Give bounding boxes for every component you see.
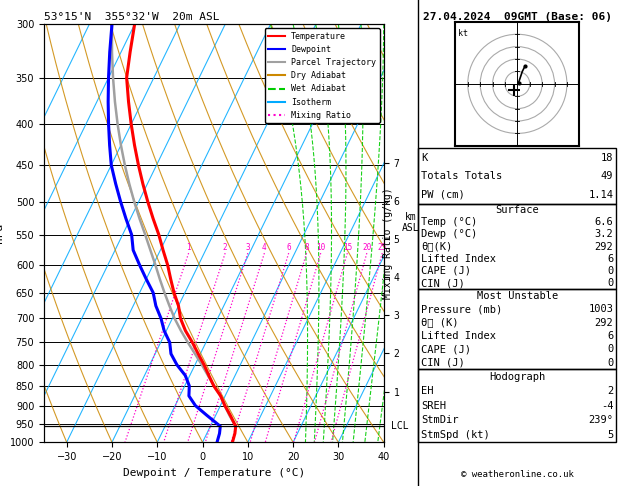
Text: 6.6: 6.6 bbox=[594, 217, 613, 227]
Text: Mixing Ratio (g/kg): Mixing Ratio (g/kg) bbox=[383, 187, 393, 299]
Text: Dewp (°C): Dewp (°C) bbox=[421, 229, 477, 240]
Text: 0: 0 bbox=[607, 358, 613, 368]
Text: SREH: SREH bbox=[421, 401, 447, 411]
Text: 1003: 1003 bbox=[588, 304, 613, 314]
Text: Lifted Index: Lifted Index bbox=[421, 331, 496, 341]
Y-axis label: hPa: hPa bbox=[0, 223, 4, 243]
Text: StmDir: StmDir bbox=[421, 416, 459, 425]
Text: 1.14: 1.14 bbox=[588, 190, 613, 200]
Text: 49: 49 bbox=[601, 171, 613, 181]
Text: kt: kt bbox=[458, 29, 468, 38]
Text: PW (cm): PW (cm) bbox=[421, 190, 465, 200]
Text: Totals Totals: Totals Totals bbox=[421, 171, 503, 181]
Text: 20: 20 bbox=[362, 243, 372, 252]
Text: 292: 292 bbox=[594, 317, 613, 328]
Text: -4: -4 bbox=[601, 401, 613, 411]
Y-axis label: km
ASL: km ASL bbox=[401, 212, 419, 233]
Text: CIN (J): CIN (J) bbox=[421, 358, 465, 368]
Legend: Temperature, Dewpoint, Parcel Trajectory, Dry Adiabat, Wet Adiabat, Isotherm, Mi: Temperature, Dewpoint, Parcel Trajectory… bbox=[265, 29, 379, 123]
Text: 0: 0 bbox=[607, 278, 613, 288]
Text: 15: 15 bbox=[343, 243, 352, 252]
Text: 239°: 239° bbox=[588, 416, 613, 425]
Text: 5: 5 bbox=[607, 430, 613, 440]
Text: CAPE (J): CAPE (J) bbox=[421, 266, 471, 276]
Text: 1: 1 bbox=[186, 243, 191, 252]
Text: © weatheronline.co.uk: © weatheronline.co.uk bbox=[461, 469, 574, 479]
Text: 27.04.2024  09GMT (Base: 06): 27.04.2024 09GMT (Base: 06) bbox=[423, 12, 612, 22]
Text: Surface: Surface bbox=[496, 205, 539, 215]
Text: Most Unstable: Most Unstable bbox=[477, 291, 558, 301]
Text: EH: EH bbox=[421, 386, 434, 396]
Text: 53°15'N  355°32'W  20m ASL: 53°15'N 355°32'W 20m ASL bbox=[44, 12, 220, 22]
Text: 6: 6 bbox=[607, 254, 613, 264]
Text: Pressure (mb): Pressure (mb) bbox=[421, 304, 503, 314]
Text: 0: 0 bbox=[607, 344, 613, 354]
Text: 3.2: 3.2 bbox=[594, 229, 613, 240]
Text: 10: 10 bbox=[316, 243, 325, 252]
Text: CAPE (J): CAPE (J) bbox=[421, 344, 471, 354]
Text: 0: 0 bbox=[607, 266, 613, 276]
Text: CIN (J): CIN (J) bbox=[421, 278, 465, 288]
Text: 6: 6 bbox=[286, 243, 291, 252]
Text: 292: 292 bbox=[594, 242, 613, 252]
Text: 8: 8 bbox=[304, 243, 309, 252]
Text: 2: 2 bbox=[607, 386, 613, 396]
Text: Lifted Index: Lifted Index bbox=[421, 254, 496, 264]
Text: StmSpd (kt): StmSpd (kt) bbox=[421, 430, 490, 440]
Text: Hodograph: Hodograph bbox=[489, 372, 545, 382]
Text: θᴄ(K): θᴄ(K) bbox=[421, 242, 453, 252]
X-axis label: Dewpoint / Temperature (°C): Dewpoint / Temperature (°C) bbox=[123, 468, 305, 478]
Text: 18: 18 bbox=[601, 153, 613, 162]
Text: Temp (°C): Temp (°C) bbox=[421, 217, 477, 227]
Text: 3: 3 bbox=[245, 243, 250, 252]
Text: 25: 25 bbox=[377, 243, 387, 252]
Text: LCL: LCL bbox=[391, 421, 408, 431]
Text: K: K bbox=[421, 153, 428, 162]
Text: 6: 6 bbox=[607, 331, 613, 341]
Text: θᴄ (K): θᴄ (K) bbox=[421, 317, 459, 328]
Text: 4: 4 bbox=[262, 243, 267, 252]
Text: 2: 2 bbox=[223, 243, 228, 252]
